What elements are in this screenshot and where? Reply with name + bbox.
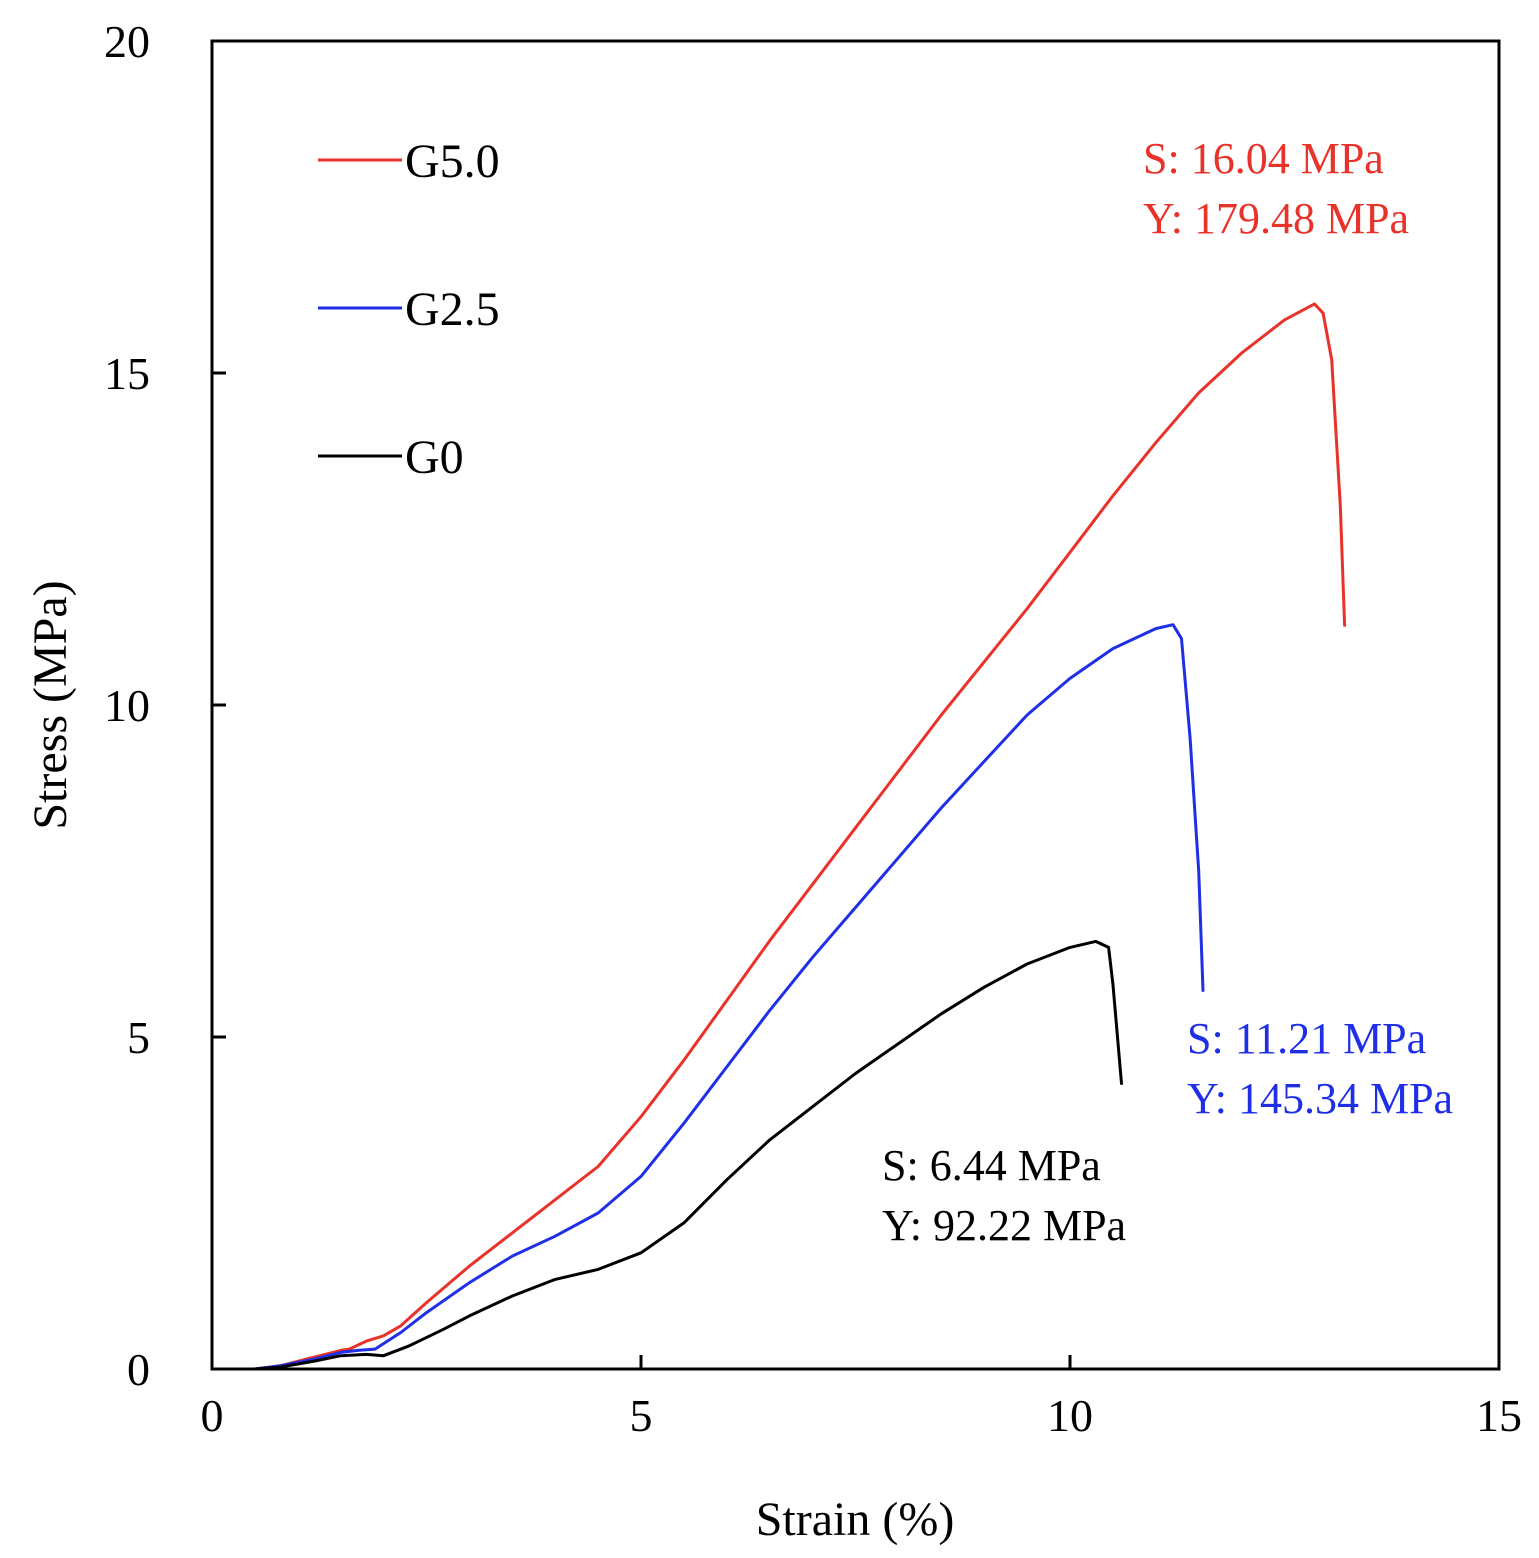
annotation-g5-strength: S: 16.04 MPa (1143, 134, 1384, 183)
y-tick-label-5: 5 (127, 1012, 150, 1063)
x-tick-label-10: 10 (1047, 1390, 1093, 1441)
series-line-g2-5 (253, 623, 1205, 1371)
y-axis-label: Stress (MPa) (24, 580, 77, 829)
y-tick-label-10: 10 (104, 680, 150, 731)
legend-label-g5: G5.0 (405, 135, 500, 188)
x-axis-label: Strain (%) (756, 1493, 955, 1546)
annotation-g0-strength: S: 6.44 MPa (882, 1141, 1101, 1190)
y-tick-label-15: 15 (104, 348, 150, 399)
annotation-g2-5: S: 11.21 MPa Y: 145.34 MPa (1187, 1014, 1453, 1123)
y-tick-label-0: 0 (127, 1344, 150, 1395)
annotation-g5-modulus: Y: 179.48 MPa (1143, 194, 1409, 243)
series-layer (253, 302, 1347, 1371)
annotation-g0-modulus: Y: 92.22 MPa (882, 1201, 1126, 1250)
x-axis-ticks: 0 5 10 15 (201, 1355, 1522, 1441)
series-line-g0 (253, 939, 1123, 1371)
x-tick-label-5: 5 (630, 1390, 653, 1441)
legend: G5.0 G2.5 G0 (318, 135, 500, 484)
y-axis-ticks: 0 5 10 15 20 (104, 16, 226, 1395)
legend-label-g2-5: G2.5 (405, 283, 500, 336)
y-tick-label-20: 20 (104, 16, 150, 67)
x-tick-label-0: 0 (201, 1390, 224, 1441)
x-tick-label-15: 15 (1476, 1390, 1522, 1441)
series-line-g5-0 (253, 302, 1347, 1371)
annotation-g0: S: 6.44 MPa Y: 92.22 MPa (882, 1141, 1126, 1250)
legend-label-g0: G0 (405, 431, 464, 484)
annotation-g2-5-modulus: Y: 145.34 MPa (1187, 1074, 1453, 1123)
annotation-g5: S: 16.04 MPa Y: 179.48 MPa (1143, 134, 1409, 243)
annotation-g2-5-strength: S: 11.21 MPa (1187, 1014, 1426, 1063)
